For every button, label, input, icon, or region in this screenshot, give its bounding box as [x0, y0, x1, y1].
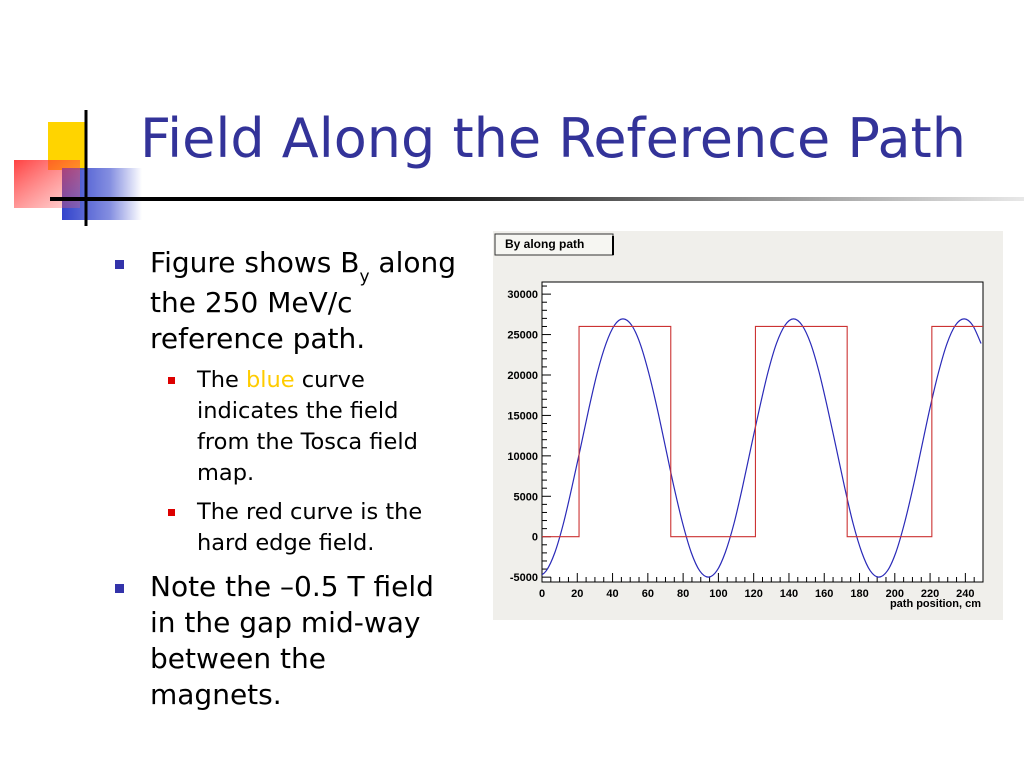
- y-tick-label: 20000: [507, 370, 538, 382]
- tosca-field-curve: [542, 318, 982, 578]
- bullet-square-icon: [115, 260, 124, 269]
- field-chart: By along path 0 20 40 60 80 100 120 140 160 180 20…: [494, 233, 984, 610]
- y-tick-label: -5000: [510, 572, 538, 584]
- sub-bullet-text: The red curve is the hard edge field.: [197, 499, 423, 556]
- y-tick-label: 25000: [507, 330, 538, 342]
- x-tick-label: 240: [956, 588, 974, 600]
- sub-bullet-text: The: [197, 367, 246, 393]
- x-tick-label: 40: [606, 588, 618, 600]
- bullet-text: Note the –0.5 T field in the gap mid-way…: [150, 570, 434, 711]
- sub-bullet-text-rest: curve indicates the field from the Tosca…: [197, 367, 418, 486]
- x-tick-label: 140: [780, 588, 798, 600]
- sub-bullet-item: The red curve is the hard edge field.: [167, 497, 457, 559]
- sub-bullet-square-icon: [168, 377, 175, 384]
- y-tick-label: 0: [532, 532, 538, 544]
- x-tick-label: 180: [850, 588, 868, 600]
- sub-bullet-square-icon: [168, 509, 175, 516]
- bullet-item: Note the –0.5 T field in the gap mid-way…: [112, 569, 457, 713]
- y-tick-label: 10000: [507, 451, 538, 463]
- plot-area: [541, 281, 984, 583]
- x-tick-label: 0: [539, 588, 545, 600]
- title-divider: [50, 197, 1024, 201]
- x-axis-label: path position, cm: [890, 598, 981, 610]
- x-tick-label: 200: [886, 588, 904, 600]
- bullet-item: Figure shows By along the 250 MeV/c refe…: [112, 245, 457, 357]
- slide-title: Field Along the Reference Path: [140, 107, 966, 170]
- sub-bullet-item: The blue curve indicates the field from …: [167, 365, 457, 489]
- highlight-word: blue: [246, 367, 295, 393]
- slide-logo-decoration: [14, 110, 142, 226]
- x-tick-label: 80: [677, 588, 689, 600]
- bullet-list: Figure shows By along the 250 MeV/c refe…: [112, 245, 457, 713]
- x-tick-label: 60: [642, 588, 654, 600]
- y-tick-label: 5000: [514, 491, 538, 503]
- y-tick-label: 30000: [507, 289, 538, 301]
- x-tick-label: 120: [745, 588, 763, 600]
- x-tick-label: 220: [921, 588, 939, 600]
- chart-title: By along path: [505, 237, 584, 251]
- bullet-square-icon: [115, 584, 124, 593]
- x-tick-label: 20: [571, 588, 583, 600]
- x-tick-label: 160: [815, 588, 833, 600]
- y-tick-label: 15000: [507, 410, 538, 422]
- chart-panel: By along path 0 20 40 60 80 100 120 140 160 180 20…: [493, 231, 1003, 620]
- bullet-subscript: y: [359, 267, 370, 287]
- bullet-text-rest: along the 250 MeV/c reference path.: [150, 246, 457, 355]
- x-tick-label: 100: [709, 588, 727, 600]
- bullet-text: Figure shows B: [150, 246, 360, 279]
- hard-edge-field-curve: [542, 325, 983, 538]
